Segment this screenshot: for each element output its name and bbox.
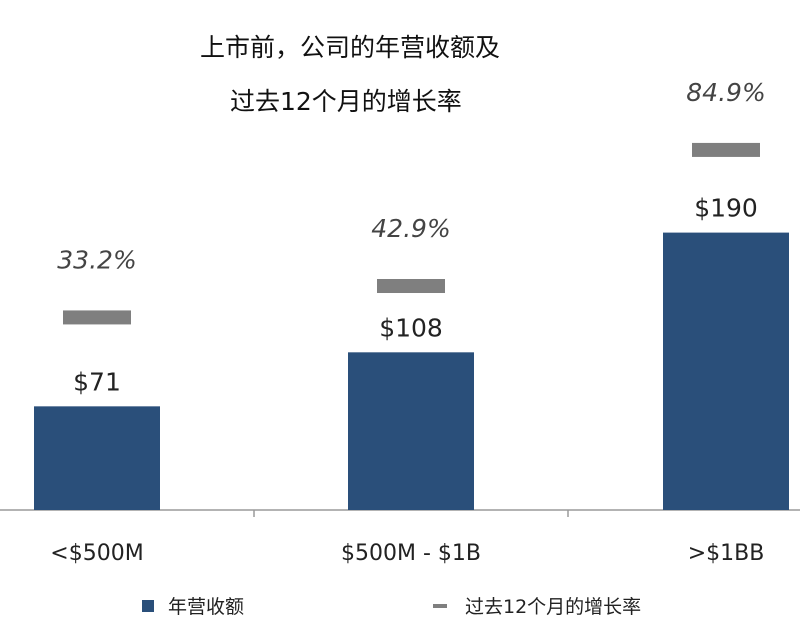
growth-label-3: 84.9% xyxy=(686,78,765,107)
chart-title-line-1: 上市前，公司的年营收额及 xyxy=(200,33,501,62)
growth-label-1: 33.2% xyxy=(57,245,136,274)
bar-value-label-2: $108 xyxy=(379,313,443,342)
x-tick-label-1: <$500M xyxy=(50,541,143,566)
legend-label-growth: 过去12个月的增长率 xyxy=(465,596,642,618)
legend: 年营收额 过去12个月的增长率 xyxy=(0,592,800,620)
bar-revenue-2 xyxy=(348,352,474,510)
bar-value-label-3: $190 xyxy=(694,194,758,223)
bar-revenue-3 xyxy=(663,232,789,510)
legend-label-revenue: 年营收额 xyxy=(168,596,245,618)
chart-plot: $71 33.2% <$500M $108 42.9% $500M - $1B $190 84… xyxy=(0,78,800,566)
x-tick-label-3: >$1BB xyxy=(688,541,765,566)
x-tick-label-2: $500M - $1B xyxy=(341,541,481,566)
chart-title-line-2: 过去12个月的增长率 xyxy=(230,87,462,116)
bar-value-label-1: $71 xyxy=(73,367,121,396)
legend-swatch-marker xyxy=(433,603,447,608)
legend-item-revenue: 年营收额 xyxy=(142,592,244,619)
legend-item-growth: 过去12个月的增长率 xyxy=(433,592,641,619)
growth-marker-2 xyxy=(377,279,445,294)
bar-revenue-1 xyxy=(34,406,160,510)
growth-marker-1 xyxy=(63,310,131,325)
legend-swatch-bar xyxy=(142,599,154,612)
growth-marker-3 xyxy=(692,142,760,157)
growth-label-2: 42.9% xyxy=(371,214,450,243)
